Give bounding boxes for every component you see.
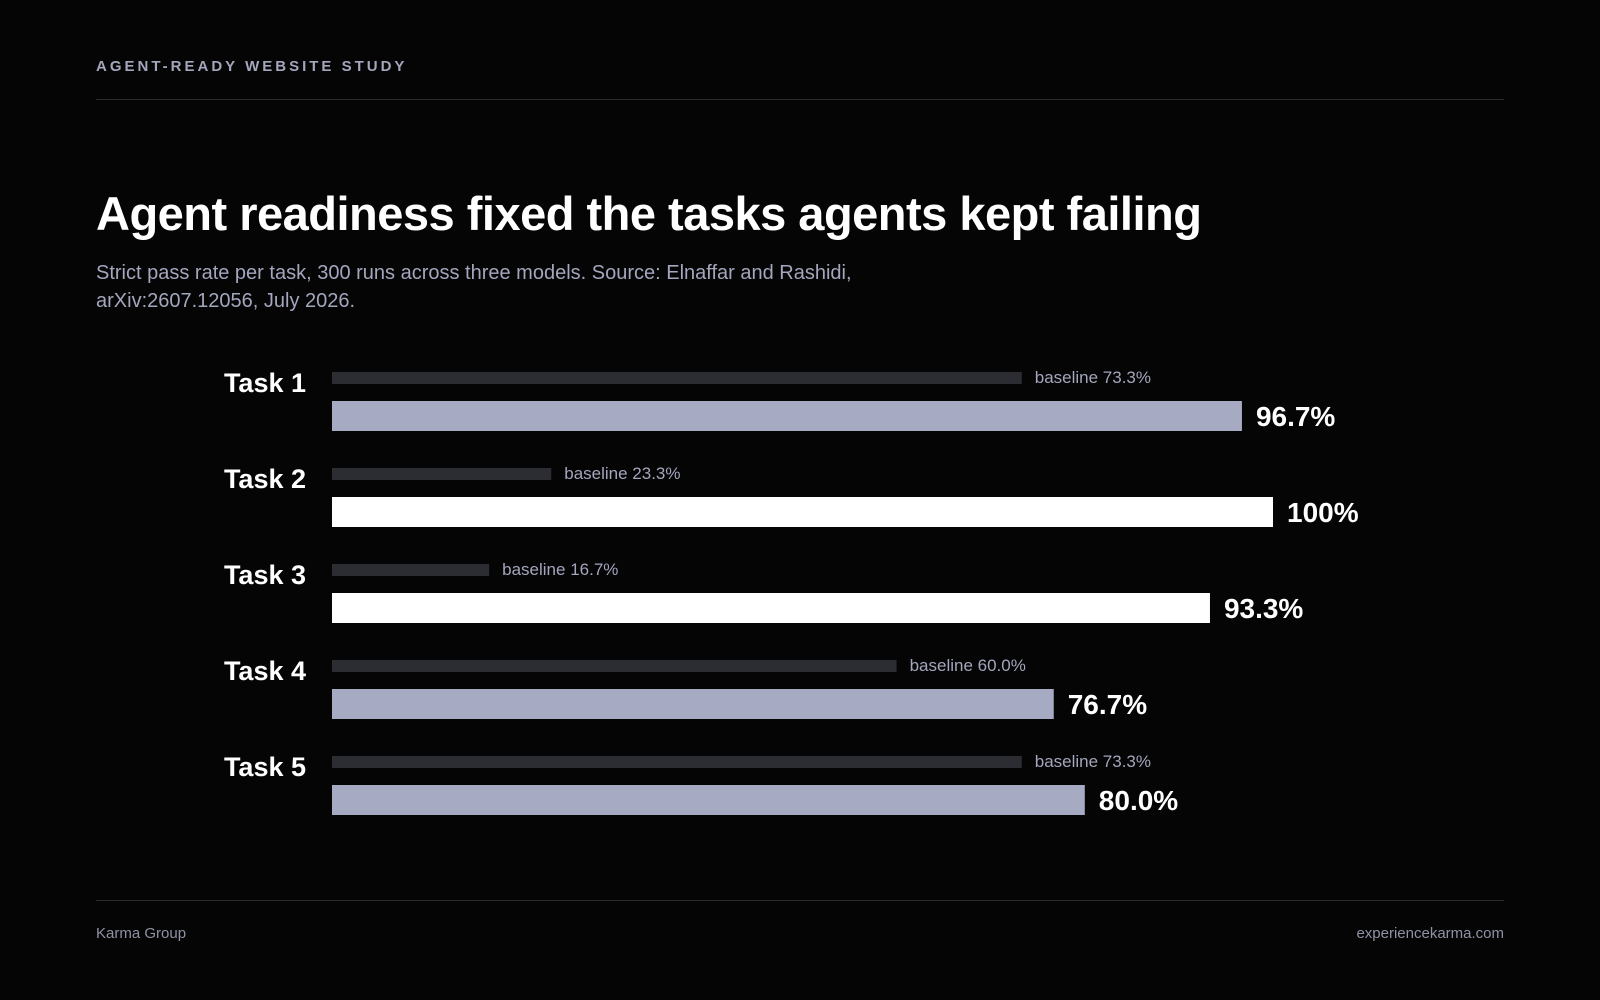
value-label: 76.7% [1068, 689, 1147, 720]
category-label: Task 4 [224, 656, 306, 686]
baseline-label: baseline 16.7% [502, 560, 618, 579]
footer-website: experiencekarma.com [1356, 925, 1504, 942]
bar-chart: Task 1 baseline 73.3% 96.7% Task 2 baseline … [224, 368, 1359, 816]
baseline-bar [332, 756, 1022, 768]
baseline-label: baseline 73.3% [1035, 752, 1151, 771]
baseline-bar [332, 564, 490, 576]
baseline-bar [332, 372, 1022, 384]
value-label: 100% [1287, 497, 1359, 528]
chart-subtitle: Strict pass rate per task, 300 runs acro… [96, 262, 852, 312]
baseline-label: baseline 73.3% [1035, 368, 1151, 387]
category-label: Task 3 [224, 560, 306, 590]
value-bar [332, 593, 1210, 623]
value-bar [332, 785, 1085, 815]
baseline-bar [332, 468, 552, 480]
value-label: 93.3% [1224, 593, 1303, 624]
value-bar [332, 689, 1054, 719]
category-label: Task 5 [224, 752, 306, 782]
header-divider [96, 99, 1504, 100]
value-label: 96.7% [1256, 401, 1335, 432]
baseline-bar [332, 660, 897, 672]
footer-divider [96, 900, 1504, 901]
category-label: Task 2 [224, 464, 306, 494]
baseline-label: baseline 60.0% [910, 656, 1026, 675]
value-label: 80.0% [1099, 785, 1178, 816]
eyebrow-label: AGENT-READY WEBSITE STUDY [96, 58, 408, 75]
chart-title: Agent readiness fixed the tasks agents k… [96, 187, 1202, 240]
category-label: Task 1 [224, 368, 306, 398]
value-bar [332, 497, 1273, 527]
baseline-label: baseline 23.3% [564, 464, 680, 483]
value-bar [332, 401, 1242, 431]
footer-brand: Karma Group [96, 925, 187, 942]
